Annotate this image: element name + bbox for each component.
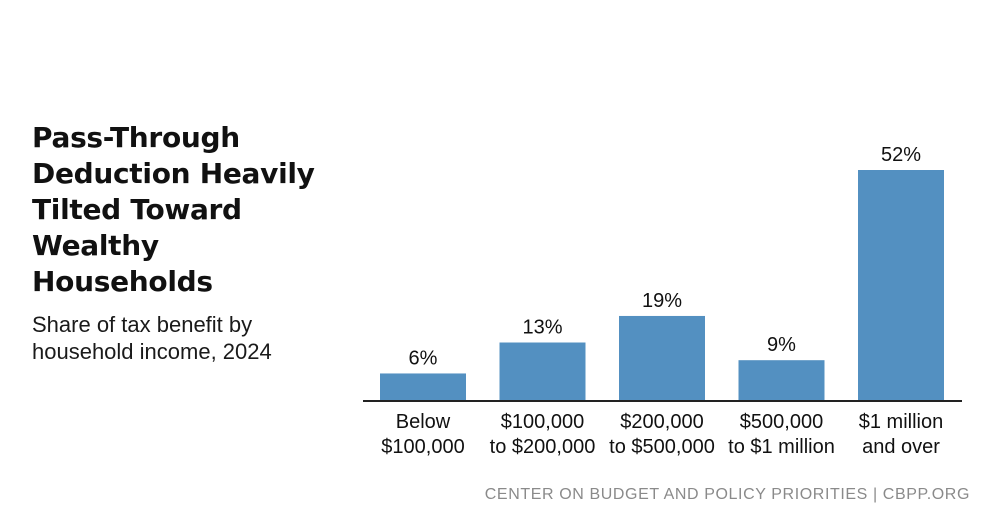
data-label-2: 13% bbox=[522, 317, 562, 339]
data-label-4: 9% bbox=[767, 334, 796, 356]
data-label-5: 52% bbox=[881, 144, 921, 166]
source-footer: CENTER ON BUDGET AND POLICY PRIORITIES |… bbox=[484, 486, 970, 503]
data-label-1: 6% bbox=[409, 347, 438, 369]
bar-1 bbox=[380, 373, 466, 400]
x-tick-label-4: $500,000 to $1 million bbox=[728, 411, 835, 458]
data-label-3: 19% bbox=[642, 290, 682, 312]
x-tick-label-2: $100,000 to $200,000 bbox=[490, 411, 596, 458]
chart-subtitle: Share of tax benefit by household income… bbox=[32, 312, 272, 364]
x-tick-label-3: $200,000 to $500,000 bbox=[609, 411, 715, 458]
x-tick-label-5: $1 million and over bbox=[859, 411, 943, 458]
bar-2 bbox=[499, 342, 586, 400]
x-tick-label-1: Below $100,000 bbox=[381, 411, 464, 458]
bar-5 bbox=[858, 170, 944, 400]
labels-group: 6% Below $100,000 13% $100,000 to $200,000 19%… bbox=[381, 144, 943, 458]
bar-3 bbox=[619, 315, 705, 400]
chart-title: Pass-Through Deduction Heavily Tilted To… bbox=[32, 121, 315, 298]
bar-4 bbox=[738, 360, 825, 400]
bars-group bbox=[380, 170, 944, 400]
